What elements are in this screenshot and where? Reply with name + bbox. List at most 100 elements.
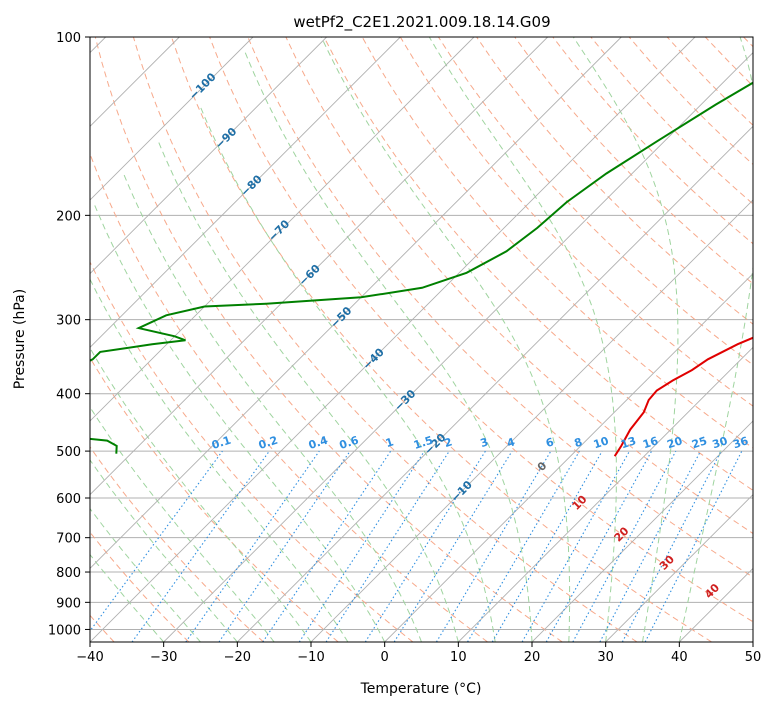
moist-adiabat-line	[157, 141, 459, 642]
dry-adiabat-line	[171, 37, 712, 642]
mixing-ratio-label: 6	[544, 435, 556, 450]
isotherm-line	[90, 37, 327, 275]
moist-adiabat-line	[90, 507, 201, 642]
dry-adiabat-label: 10	[570, 493, 590, 513]
dry-adiabat-line	[94, 37, 563, 642]
moist-adiabat-line	[428, 37, 617, 642]
moist-adiabats	[90, 37, 753, 642]
dry-adiabat-line	[90, 531, 190, 642]
mixing-ratio-line	[545, 450, 653, 642]
dry-adiabat-line	[552, 37, 753, 245]
isotherms	[90, 37, 753, 642]
y-tick-label: 400	[56, 388, 81, 403]
x-tick-label: 0	[381, 650, 389, 665]
mixing-ratio-line	[491, 450, 603, 642]
moist-adiabat-line	[572, 37, 679, 642]
temperature-profile	[613, 336, 753, 457]
dry-adiabat-line	[90, 152, 488, 642]
mixing-ratio-line	[599, 450, 702, 642]
dry-adiabat-line	[132, 37, 638, 642]
y-tick-label: 200	[56, 209, 81, 224]
moist-adiabat-line	[90, 553, 165, 642]
line-labels: −100−90−80−70−60−50−40−30−20−100.1 0.2 0.4…	[187, 70, 751, 601]
mixing-ratio-line	[393, 450, 513, 642]
mixing-ratio-label: 3	[479, 435, 490, 450]
dry-adiabat-line	[323, 37, 753, 491]
dry-adiabat-line	[666, 37, 753, 126]
sounding-profiles	[90, 81, 753, 457]
moist-adiabat-line	[90, 278, 349, 642]
x-axis-label: Temperature (°C)	[360, 681, 482, 697]
dry-adiabat-line	[437, 37, 753, 366]
x-tick-label: −10	[297, 650, 324, 665]
mixing-ratio-line	[644, 450, 743, 642]
mixing-ratio-line	[572, 450, 677, 642]
dry-adiabat-line	[209, 37, 753, 623]
mixing-ratio-label: 4	[505, 435, 517, 450]
y-tick-label: 500	[56, 445, 81, 460]
y-tick-label: 900	[56, 596, 81, 611]
mixing-ratio-label: 10	[592, 434, 611, 451]
moist-adiabat-line	[198, 104, 496, 642]
dry-adiabat-line	[285, 37, 753, 535]
mixing-ratio-line	[364, 450, 486, 642]
x-tick-label: −20	[224, 650, 251, 665]
y-tick-label: 600	[56, 492, 81, 507]
mixing-ratio-line	[185, 450, 320, 642]
isotherm-line	[90, 37, 696, 642]
mixing-ratio-line	[218, 450, 351, 642]
x-tick-label: −40	[76, 650, 103, 665]
isotherm-line	[90, 37, 622, 569]
moist-adiabat-line	[90, 347, 312, 642]
y-tick-label: 100	[56, 31, 81, 46]
isotherm-line	[752, 641, 753, 642]
moist-adiabat-line	[243, 49, 533, 642]
dry-adiabat-line	[704, 37, 753, 87]
mixing-ratio-label: 13	[619, 434, 638, 451]
mixing-ratio-label: 0.6	[338, 433, 361, 451]
dry-adiabat-line	[90, 446, 264, 642]
dry-adiabat-label: 0	[535, 459, 550, 474]
isotherm-line	[163, 52, 753, 642]
x-axis-ticks: −40 −30 −20 −10 0 10 20 30 40 50	[76, 642, 761, 665]
mixing-ratio-label: 0.2	[257, 434, 280, 452]
y-axis-label: Pressure (hPa)	[12, 289, 28, 389]
moist-adiabat-line	[92, 201, 386, 642]
dewpoint-profile	[90, 81, 753, 454]
dry-adiabat-line	[90, 356, 339, 642]
moist-adiabat-line	[123, 173, 422, 642]
mixing-ratio-label: 8	[573, 435, 584, 450]
dry-adiabat-label: 30	[657, 552, 677, 572]
x-tick-label: 40	[671, 650, 688, 665]
mixing-ratio-line	[90, 450, 223, 632]
mixing-ratio-line	[298, 450, 425, 642]
dry-adiabat-line	[514, 37, 753, 285]
mixing-ratio-label: 36	[731, 434, 750, 451]
mixing-ratio-label: 0.4	[307, 433, 330, 451]
x-tick-label: 50	[745, 650, 762, 665]
y-tick-label: 1000	[48, 623, 81, 638]
mixing-ratio-label: 0.1	[210, 434, 233, 452]
isotherm-line	[679, 567, 753, 642]
x-tick-label: 10	[450, 650, 467, 665]
isotherm-line	[90, 37, 401, 348]
isotherm-line	[237, 125, 753, 642]
y-tick-label: 700	[56, 532, 81, 547]
mixing-ratio-label: 1.5	[412, 434, 435, 452]
mixing-ratio-lines	[90, 450, 743, 642]
mixing-ratio-line	[262, 450, 392, 642]
mixing-ratio-label: 20	[665, 434, 684, 451]
isotherm-line	[310, 199, 753, 642]
plot-frame	[89, 36, 754, 643]
moist-adiabat-line	[90, 459, 238, 642]
pressure-gridlines	[90, 214, 753, 630]
isotherm-label: −90	[213, 125, 240, 152]
isotherm-line	[531, 420, 753, 642]
dry-adiabat-line	[476, 37, 753, 325]
mixing-ratio-label: 30	[711, 434, 730, 451]
isotherm-line	[90, 37, 475, 422]
y-tick-label: 800	[56, 566, 81, 581]
isotherm-label: −70	[266, 217, 293, 244]
x-tick-label: −30	[150, 650, 177, 665]
